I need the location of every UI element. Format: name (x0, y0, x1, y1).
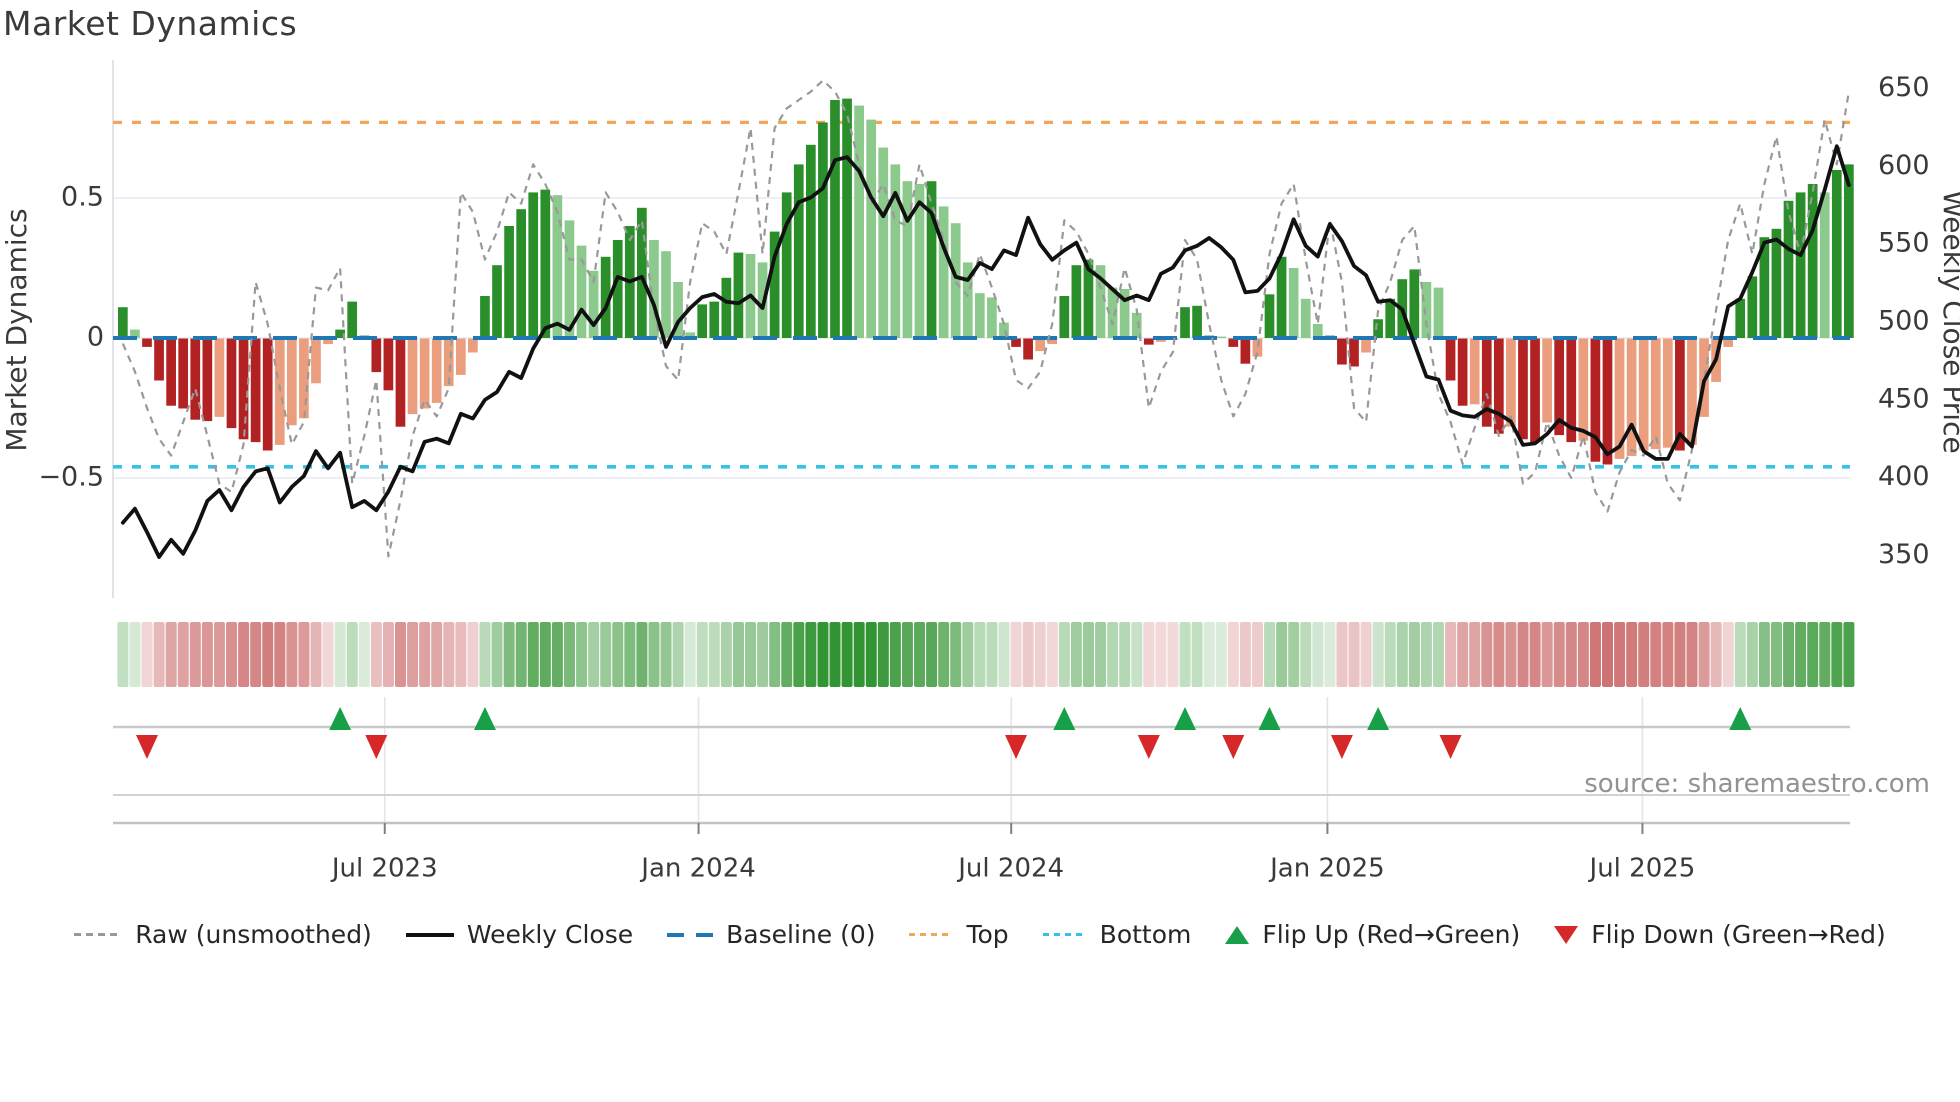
flip-down-marker-icon (1222, 735, 1245, 759)
right-tick-label: 350 (1878, 539, 1930, 570)
raw-line (121, 79, 1850, 558)
close-line-swatch-icon (405, 932, 454, 937)
left-tick-label: −0.5 (38, 462, 104, 493)
left-tick-label: 0.5 (61, 182, 104, 213)
flip-up-marker-icon (1053, 707, 1076, 730)
top-line-swatch-icon (909, 933, 954, 936)
x-tick-label: Jul 2025 (1588, 853, 1696, 883)
dynamics-bars (118, 98, 1854, 465)
legend-label: Weekly Close (466, 920, 634, 949)
legend-label: Baseline (0) (726, 920, 876, 949)
right-tick-label: 600 (1878, 150, 1930, 181)
flip-down-marker-icon (135, 735, 158, 759)
flip-down-marker-icon (1330, 735, 1353, 759)
weekly-close-line (120, 144, 1851, 559)
flip-up-triangle-icon (1225, 925, 1250, 944)
flip-down-triangle-icon (1554, 925, 1579, 944)
legend-item-top: Top (909, 920, 1009, 949)
flip-markers (135, 707, 1752, 759)
x-tick-label: Jan 2024 (639, 853, 756, 883)
lower-panels: Jul 2023 Jan 2024 Jul 2024 Jan 2025 Jul 2025 (113, 697, 1850, 883)
legend-item-flip-down: Flip Down (Green→Red) (1554, 920, 1886, 949)
legend-label: Flip Down (Green→Red) (1591, 920, 1886, 949)
heatmap-strip (117, 622, 1855, 687)
flip-down-marker-icon (1439, 735, 1462, 759)
x-tick-label: Jul 2023 (330, 853, 438, 883)
left-axis-title: Market Dynamics (0, 208, 33, 451)
x-tick-label: Jul 2024 (956, 853, 1064, 883)
flip-down-marker-icon (365, 735, 388, 759)
source-credit: source: sharemaestro.com (1584, 769, 1930, 799)
figure-title: Market Dynamics (3, 4, 298, 43)
flip-up-marker-icon (1367, 707, 1390, 730)
right-tick-label: 650 (1878, 72, 1930, 103)
legend-item-weekly-close: Weekly Close (405, 920, 634, 949)
legend-label: Flip Up (Red→Green) (1262, 920, 1521, 949)
legend-label: Raw (unsmoothed) (135, 920, 372, 949)
legend-label: Bottom (1099, 920, 1192, 949)
x-tick-label: Jan 2025 (1268, 853, 1385, 883)
right-tick-label: 550 (1878, 228, 1930, 259)
right-tick-label: 400 (1878, 461, 1930, 492)
flip-down-marker-icon (1137, 735, 1160, 759)
legend-label: Top (966, 920, 1009, 949)
flip-up-marker-icon (473, 707, 496, 730)
flip-up-marker-icon (1729, 707, 1752, 730)
right-tick-label: 450 (1878, 383, 1930, 414)
bottom-line-swatch-icon (1042, 933, 1087, 936)
flip-down-marker-icon (1005, 735, 1028, 759)
right-axis-title: Weekly Close Price (1937, 190, 1960, 453)
right-tick-label: 500 (1878, 306, 1930, 337)
raw-line-swatch-icon (74, 933, 123, 936)
flip-up-marker-icon (329, 707, 352, 730)
legend-item-raw: Raw (unsmoothed) (74, 920, 372, 949)
left-tick-label: 0 (87, 322, 104, 353)
axis-labels: 0.5 0 −0.5 650 600 550 500 450 400 350 Market Dyna… (0, 72, 1960, 570)
baseline-swatch-icon (667, 932, 714, 937)
legend-item-bottom: Bottom (1042, 920, 1192, 949)
flip-up-marker-icon (1258, 707, 1281, 730)
legend-item-baseline: Baseline (0) (667, 920, 875, 949)
flip-up-marker-icon (1174, 707, 1197, 730)
chart-legend: Raw (unsmoothed) Weekly Close Baseline (… (0, 920, 1960, 949)
legend-item-flip-up: Flip Up (Red→Green) (1225, 920, 1520, 949)
